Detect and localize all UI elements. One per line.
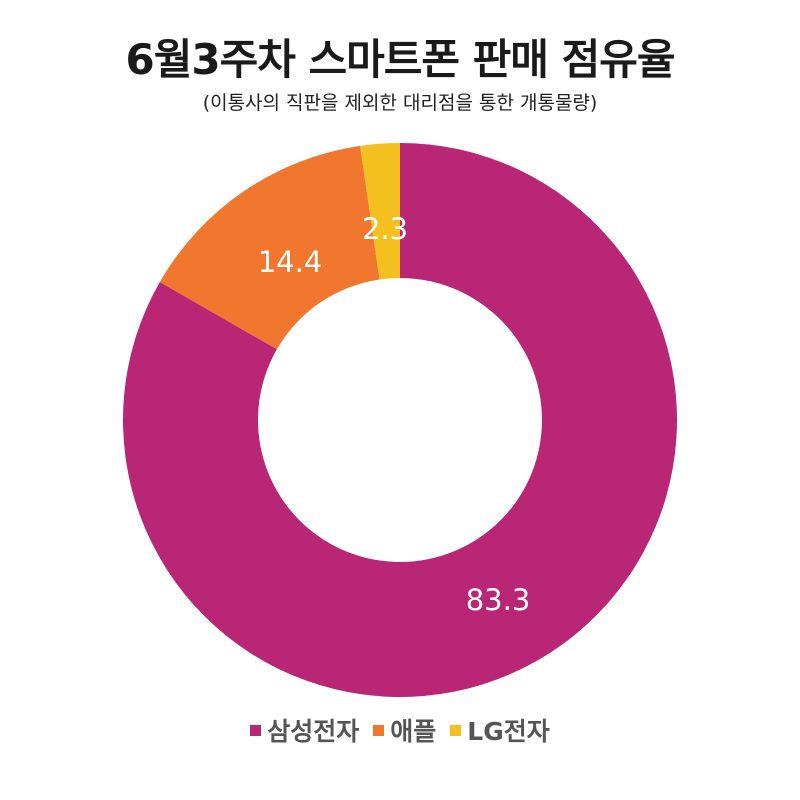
legend-label-apple: 애플: [390, 717, 437, 746]
slice-lg: [360, 143, 400, 280]
legend-swatch-lg: [450, 724, 462, 736]
legend-swatch-apple: [373, 724, 385, 736]
data-label-apple: 14.4: [258, 245, 323, 279]
legend-label-samsung: 삼성전자: [267, 717, 360, 746]
slice-samsung: [122, 143, 677, 697]
legend-swatch-samsung: [250, 724, 262, 736]
legend-item-apple: 애플: [373, 712, 436, 748]
slice-apple: [159, 145, 380, 350]
chart-title: 6월3주차 스마트폰 판매 점유율: [125, 35, 676, 84]
chart-subtitle: (이통사의 직판을 제외한 대리점을 통한 개통물량): [202, 92, 598, 114]
data-label-lg: 2.3: [362, 212, 408, 246]
legend-item-samsung: 삼성전자: [250, 712, 359, 748]
legend-label-lg: LG전자: [467, 717, 550, 746]
data-label-samsung: 83.3: [466, 583, 531, 617]
legend-item-lg: LG전자: [450, 712, 550, 748]
chart-legend: 삼성전자 애플 LG전자: [0, 712, 800, 748]
